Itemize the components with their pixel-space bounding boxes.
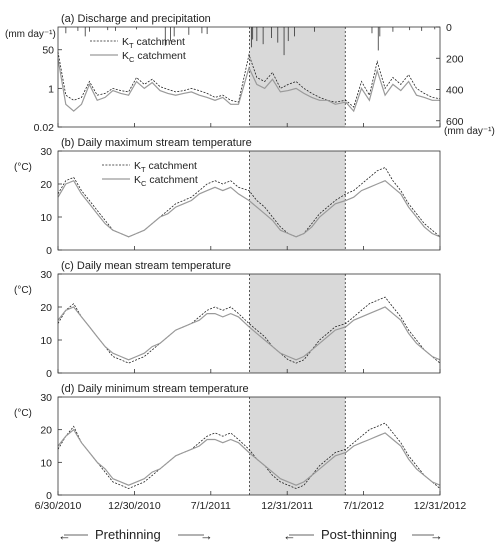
shaded-period bbox=[249, 397, 346, 495]
y-tick-label: 1 bbox=[48, 83, 54, 95]
panel-b: (b) Daily maximum stream temperature 0 10 2… bbox=[14, 137, 441, 257]
y-tick-label: 20 bbox=[40, 179, 52, 191]
x-tick-label: 6/30/2010 bbox=[35, 500, 82, 512]
shaded-period bbox=[249, 274, 346, 373]
y-tick-label: 0 bbox=[46, 368, 52, 380]
y2-tick-label: 400 bbox=[446, 85, 464, 97]
x-tick-label: 7/1/2011 bbox=[191, 500, 231, 512]
x-tick-label: 12/31/2011 bbox=[261, 500, 313, 512]
y-tick-label: 0.02 bbox=[34, 122, 55, 134]
y-tick-label: 20 bbox=[40, 425, 52, 437]
shaded-period bbox=[249, 27, 346, 127]
series-kc-line bbox=[57, 428, 441, 486]
x-axis: 6/30/2010 12/30/2010 7/1/2011 12/31/2011 7/1… bbox=[35, 500, 467, 512]
arrow-right: → bbox=[430, 528, 443, 543]
panel-title: (a) Discharge and precipitation bbox=[61, 13, 211, 25]
series-kt-line bbox=[57, 422, 441, 489]
y2-axis-label: (mm day⁻¹) bbox=[444, 126, 495, 137]
plot-frame bbox=[57, 396, 441, 496]
y-axis-label: (mm day⁻¹) bbox=[5, 29, 56, 40]
y-tick-label: 30 bbox=[40, 269, 52, 281]
legend-entry: KC catchment bbox=[122, 50, 186, 64]
y-tick-label: 0 bbox=[46, 245, 52, 257]
panel-title: (d) Daily minimum stream temperature bbox=[61, 383, 249, 395]
arrow-left: ← bbox=[283, 528, 296, 543]
y2-tick-label: 0 bbox=[446, 22, 452, 34]
series-kt-line bbox=[57, 51, 441, 108]
series-kt-line bbox=[57, 166, 441, 238]
plot-frame bbox=[57, 273, 441, 374]
y-tick-label: 30 bbox=[40, 146, 52, 158]
arrow-right: → bbox=[200, 528, 213, 543]
legend-entry: KT catchment bbox=[122, 36, 185, 50]
y-tick-label: 0 bbox=[46, 490, 52, 502]
y-tick-label: 10 bbox=[40, 335, 52, 347]
legend-entry: KC catchment bbox=[134, 174, 198, 188]
y-tick-label: 10 bbox=[40, 457, 52, 469]
y-axis-label: (°C) bbox=[14, 285, 32, 296]
panel-d: (d) Daily minimum stream temperature 0 10 2… bbox=[14, 383, 441, 502]
series-kc-line bbox=[57, 58, 440, 113]
panel-title: (b) Daily maximum stream temperature bbox=[61, 137, 252, 149]
y-tick-label: 30 bbox=[40, 392, 52, 404]
x-tick-label: 12/31/2012 bbox=[414, 500, 467, 512]
x-tick-label: 7/1/2012 bbox=[343, 500, 384, 512]
series-kc-line bbox=[57, 179, 441, 238]
legend-entry: KT catchment bbox=[134, 160, 197, 174]
arrow-left: ← bbox=[58, 528, 71, 543]
y2-tick-label: 600 bbox=[446, 116, 464, 128]
plot-frame bbox=[57, 26, 441, 128]
y-tick-label: 20 bbox=[40, 302, 52, 314]
x-tick-label: 12/30/2010 bbox=[108, 500, 161, 512]
period-label-post-thinning: Post-thinning bbox=[321, 527, 397, 542]
plot-frame bbox=[57, 150, 441, 251]
panel-title: (c) Daily mean stream temperature bbox=[61, 260, 231, 272]
series-kt-line bbox=[57, 296, 441, 364]
y2-tick-label: 200 bbox=[446, 53, 464, 65]
y-tick-label: 10 bbox=[40, 212, 52, 224]
series-kc-line bbox=[57, 306, 441, 361]
y-axis-label: (°C) bbox=[14, 162, 32, 173]
y-tick-label: 50 bbox=[42, 45, 54, 57]
panel-a: (a) Discharge and precipitation 50 1 0.02 (m… bbox=[5, 13, 495, 137]
shaded-period bbox=[249, 151, 346, 250]
panel-c: (c) Daily mean stream temperature 0 10 20 30… bbox=[14, 260, 441, 380]
y-axis-label: (°C) bbox=[14, 408, 32, 419]
period-label-prethinning: Prethinning bbox=[95, 527, 161, 542]
period-labels: Prethinning Post-thinning ← → ← → bbox=[58, 527, 443, 543]
